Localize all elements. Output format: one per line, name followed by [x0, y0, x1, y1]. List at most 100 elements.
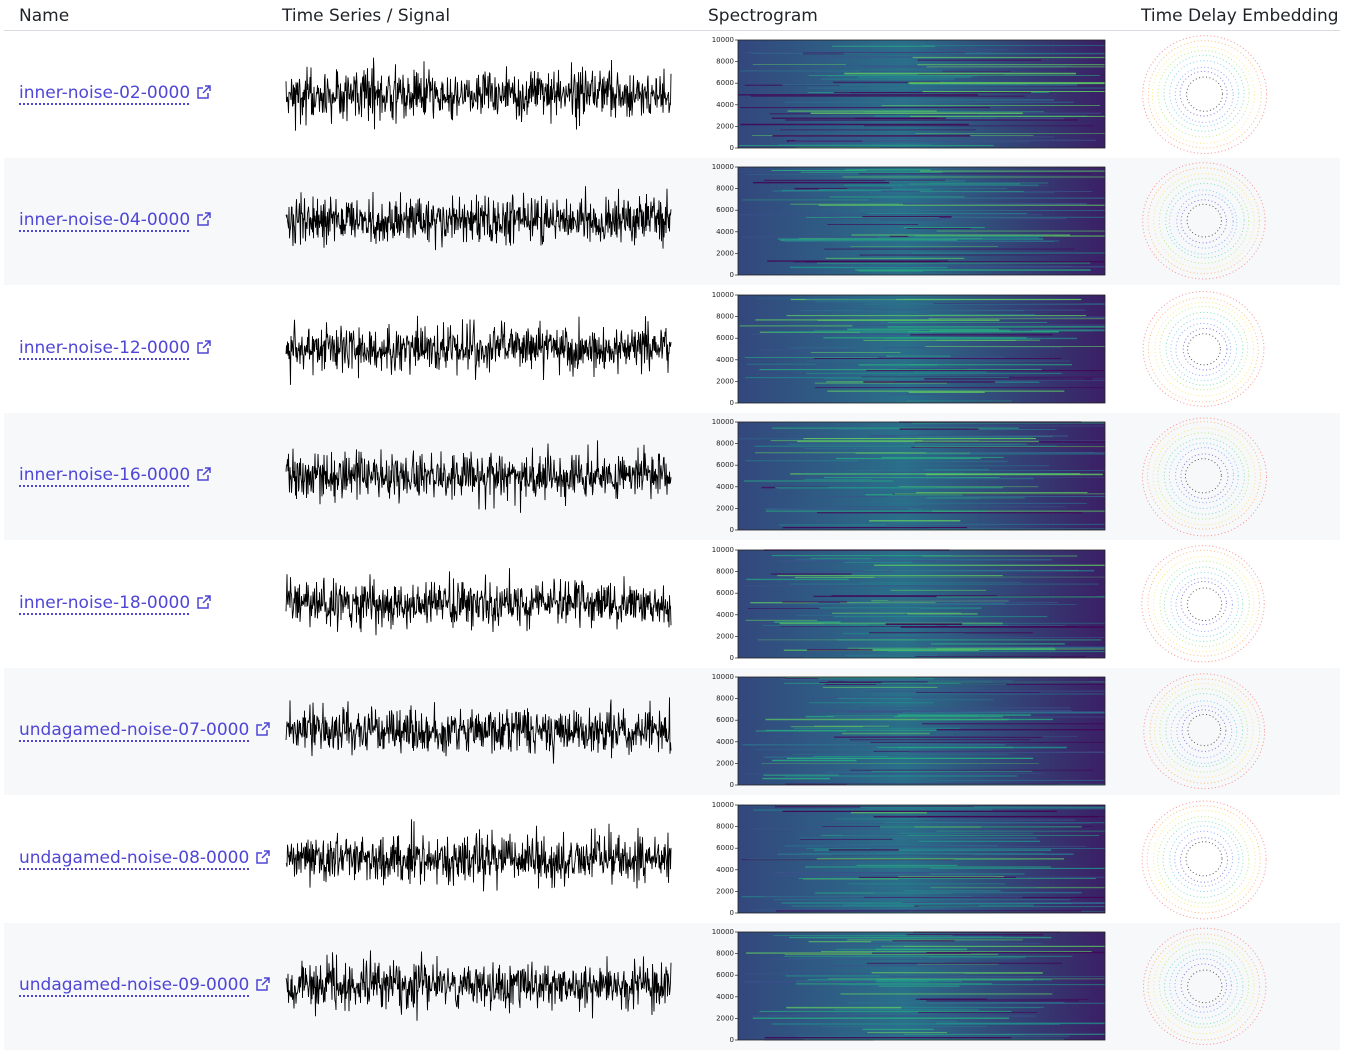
embedding-ring [1142, 162, 1266, 280]
y-tick-label: 2000 [716, 377, 734, 385]
embedding-ring [1147, 167, 1260, 275]
item-link[interactable]: undagamed-noise-08-0000 [19, 848, 271, 868]
table-header: Name Time Series / Signal Spectrogram Ti… [4, 0, 1340, 31]
y-tick-label: 6000 [716, 971, 734, 979]
y-tick-label: 0 [730, 144, 734, 152]
embedding-ring [1169, 60, 1240, 127]
embedding-ring [1180, 837, 1229, 883]
item-link[interactable]: inner-noise-16-0000 [19, 465, 212, 485]
column-header: Name [19, 6, 70, 26]
row-graphics: 10000 8000 6000 4000 2000 0 [285, 800, 1267, 920]
embedding-ring [1169, 825, 1240, 892]
embedding-ring [1184, 458, 1222, 494]
embedding-ring [1181, 709, 1227, 752]
embedding-ring [1175, 447, 1235, 504]
y-tick-label: 6000 [716, 334, 734, 342]
y-tick-label: 2000 [716, 122, 734, 130]
y-tick-label: 0 [730, 1036, 734, 1044]
signal-waveform [285, 568, 672, 636]
embedding-ring [1174, 830, 1234, 887]
y-tick-label: 2000 [716, 1014, 734, 1022]
y-tick-label: 0 [730, 909, 734, 917]
y-tick-label: 4000 [716, 993, 734, 1001]
spectrogram-frame [737, 166, 1106, 276]
item-name: inner-noise-02-0000 [19, 83, 191, 103]
y-tick-label: 8000 [716, 823, 734, 831]
table-row: inner-noise-18-0000 10000 8000 6000 4000 2000… [4, 541, 1340, 668]
external-link-icon [197, 340, 211, 354]
spectrogram-frame [737, 421, 1106, 531]
external-link-icon [256, 977, 271, 991]
embedding-ring [1142, 927, 1267, 1045]
signal-waveform [285, 57, 672, 131]
embedding-ring [1163, 437, 1245, 515]
external-link-icon [197, 595, 211, 609]
embedding-ring [1159, 305, 1249, 391]
embedding-ring [1163, 54, 1245, 132]
embedding-ring [1147, 297, 1259, 403]
table-row: undagamed-noise-08-0000 10000 8000 6000 4000… [4, 796, 1340, 923]
embedding-ring [1164, 948, 1244, 1025]
y-tick-label: 0 [730, 654, 734, 662]
embedding-ring [1146, 805, 1261, 914]
signal-waveform [285, 440, 672, 513]
embedding-ring [1176, 194, 1234, 249]
embedding-ring [1174, 66, 1234, 123]
embedding-ring [1168, 189, 1238, 255]
y-tick-label: 2000 [716, 504, 734, 512]
embedding-ring [1153, 173, 1255, 270]
external-link-icon [256, 722, 271, 736]
y-tick-label: 4000 [716, 228, 734, 236]
y-tick-label: 6000 [716, 844, 734, 852]
y-tick-label: 4000 [716, 356, 734, 364]
embedding-ring [1170, 571, 1239, 637]
y-tick-label: 6000 [716, 79, 734, 87]
embedding-ring [1142, 35, 1268, 154]
y-tick-label: 6000 [716, 589, 734, 597]
embedding-ring [1175, 322, 1232, 376]
y-tick-label: 10000 [712, 36, 734, 44]
embedding-ring [1147, 421, 1262, 530]
y-tick-label: 4000 [716, 611, 734, 619]
item-name: inner-noise-04-0000 [19, 210, 191, 230]
y-tick-label: 6000 [716, 461, 734, 469]
item-link[interactable]: undagamed-noise-09-0000 [19, 975, 271, 995]
item-link[interactable]: inner-noise-02-0000 [19, 83, 212, 103]
row-graphics: 10000 8000 6000 4000 2000 0 [285, 417, 1268, 537]
column-header: Spectrogram [708, 6, 818, 26]
embedding-ring [1141, 545, 1265, 663]
y-tick-label: 10000 [712, 673, 734, 681]
item-name: inner-noise-18-0000 [19, 593, 191, 613]
row-graphics: 10000 8000 6000 4000 2000 0 [285, 291, 1265, 407]
embedding-ring [1141, 800, 1267, 920]
column-header: Time Delay Embedding [1141, 6, 1339, 26]
item-link[interactable]: inner-noise-04-0000 [19, 210, 212, 230]
y-tick-label: 10000 [712, 163, 734, 171]
row-graphics: 10000 8000 6000 4000 2000 0 [285, 673, 1266, 790]
item-link[interactable]: undagamed-noise-07-0000 [19, 720, 271, 740]
embedding-ring [1187, 333, 1221, 366]
embedding-ring [1186, 203, 1222, 238]
embedding-ring [1152, 555, 1255, 653]
row-graphics: 10000 8000 6000 4000 2000 0 [285, 162, 1266, 280]
embedding-ring [1147, 40, 1262, 149]
embedding-ring [1186, 587, 1223, 622]
table-row: inner-noise-16-0000 10000 8000 6000 4000 2000… [4, 413, 1340, 540]
item-link[interactable]: inner-noise-18-0000 [19, 593, 212, 613]
embedding-ring [1165, 693, 1244, 768]
embedding-ring [1152, 427, 1256, 526]
signal-waveform [285, 697, 672, 764]
embedding-ring [1149, 678, 1261, 784]
signal-waveform [285, 950, 672, 1021]
embedding-ring [1187, 713, 1222, 747]
embedding-ring [1168, 442, 1239, 510]
y-tick-label: 4000 [716, 738, 734, 746]
y-tick-label: 0 [730, 271, 734, 279]
item-link[interactable]: inner-noise-12-0000 [19, 338, 212, 358]
spectrogram-frame [737, 804, 1106, 914]
embedding-ring [1187, 969, 1223, 1004]
embedding-ring [1147, 933, 1261, 1041]
embedding-ring [1152, 809, 1256, 908]
embedding-ring [1159, 560, 1250, 647]
y-tick-label: 8000 [716, 440, 734, 448]
